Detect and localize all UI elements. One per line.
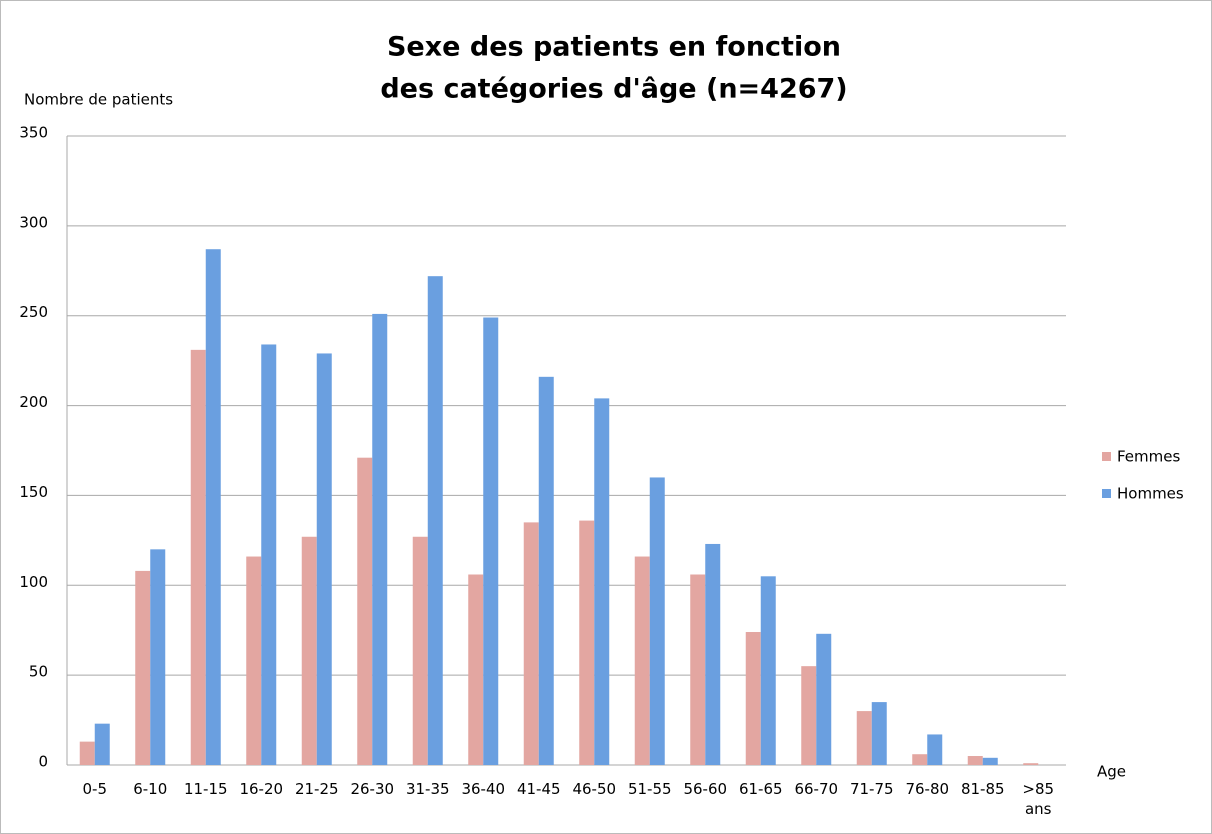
bar (705, 543, 721, 765)
bar (357, 457, 373, 765)
x-tick-label: 66-70 (794, 780, 839, 798)
bar (801, 666, 817, 765)
legend-label: Hommes (1117, 485, 1184, 503)
x-tick-label: 41-45 (516, 780, 561, 798)
bar (579, 520, 595, 765)
y-tick-label: 350 (19, 124, 48, 142)
y-axis-label: Nombre de patients (24, 91, 173, 109)
x-tick-label: 0-5 (82, 780, 108, 798)
bar (190, 349, 206, 765)
x-tick-label: 21-25 (294, 780, 339, 798)
x-tick-label: 61-65 (738, 780, 783, 798)
bar (483, 317, 499, 765)
bar (468, 574, 484, 765)
y-tick-label: 300 (19, 213, 48, 231)
bar (760, 576, 776, 765)
bar (816, 633, 832, 765)
bar (967, 756, 983, 765)
x-tick-label: 31-35 (405, 780, 450, 798)
bar (690, 574, 706, 765)
bar (372, 313, 388, 765)
bar (856, 711, 872, 765)
bar (649, 477, 665, 765)
legend-swatch (1102, 489, 1111, 498)
bar (316, 353, 332, 765)
y-tick-label: 50 (29, 663, 48, 681)
bar (871, 702, 887, 765)
bar (205, 249, 221, 766)
x-tick-label: 26-30 (350, 780, 395, 798)
y-tick-label: 200 (19, 393, 48, 411)
bar (150, 549, 166, 765)
bar (412, 536, 428, 765)
y-tick-label: 0 (38, 753, 48, 771)
bar (246, 556, 262, 765)
bar (301, 536, 317, 765)
x-tick-label: 71-75 (849, 780, 894, 798)
bar (94, 723, 110, 765)
x-tick-label: 56-60 (683, 780, 728, 798)
x-tick-label: 36-40 (461, 780, 506, 798)
x-tick-label: 46-50 (572, 780, 617, 798)
bar (594, 398, 610, 765)
bar (634, 556, 650, 765)
bar (135, 570, 151, 765)
legend-label: Femmes (1117, 448, 1180, 466)
bar (927, 734, 943, 765)
x-tick-label: 81-85 (960, 780, 1005, 798)
x-tick-label: 51-55 (627, 780, 672, 798)
bar (79, 741, 95, 765)
bar (427, 276, 443, 765)
legend-swatch (1102, 452, 1111, 461)
x-tick-label: 16-20 (239, 780, 284, 798)
y-tick-label: 100 (19, 573, 48, 591)
bar (261, 344, 277, 765)
chart-title: Sexe des patients en fonction (387, 32, 841, 63)
x-axis-label: Age (1097, 763, 1126, 781)
x-tick-label: 6-10 (133, 780, 168, 798)
bar (1023, 763, 1039, 765)
x-tick-label: 11-15 (183, 780, 228, 798)
bar (982, 757, 998, 765)
x-tick-label: 76-80 (905, 780, 950, 798)
y-tick-label: 250 (19, 303, 48, 321)
bar (538, 376, 554, 765)
y-tick-label: 150 (19, 483, 48, 501)
bar (912, 754, 928, 765)
x-tick-label: >85 ans (1022, 780, 1055, 818)
bar (523, 522, 539, 765)
chart-title: des catégories d'âge (n=4267) (380, 74, 847, 105)
bar (745, 632, 761, 765)
